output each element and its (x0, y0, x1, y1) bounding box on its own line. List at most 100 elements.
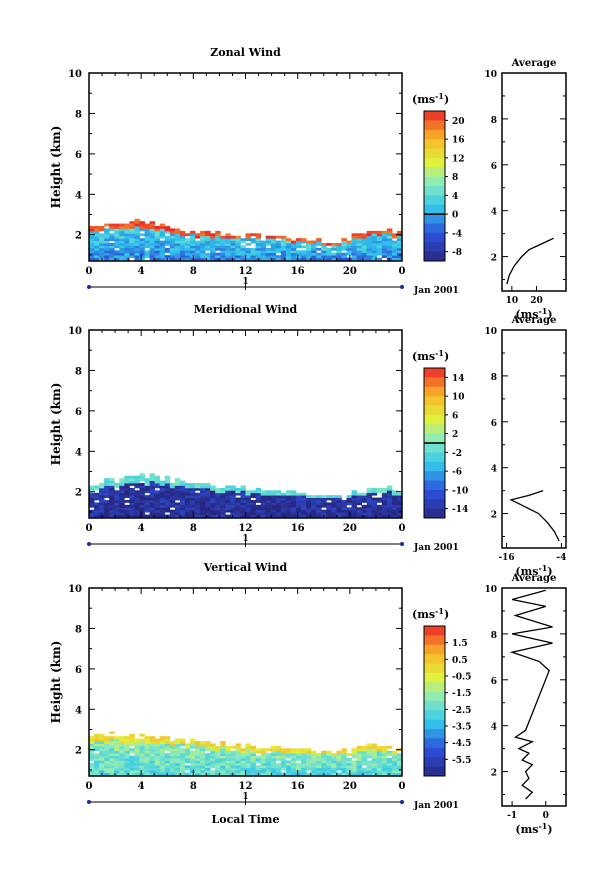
heatmap-cell (149, 475, 156, 479)
heatmap-cell (240, 490, 246, 494)
colorbar-band (424, 386, 445, 397)
heatmap-cell (235, 255, 241, 258)
heatmap-cell (386, 243, 393, 246)
heatmap-cell (351, 238, 357, 241)
heatmap-cell (99, 487, 105, 491)
heatmap-cell (109, 504, 115, 508)
heatmap-cell (174, 247, 181, 251)
heatmap-cell (129, 230, 135, 234)
heatmap-cell (215, 257, 221, 261)
heatmap-cell (94, 738, 100, 742)
heatmap-cell (306, 252, 312, 256)
heatmap-cell (260, 240, 267, 244)
heatmap-cell (295, 512, 302, 515)
heatmap-cell (174, 483, 181, 486)
heatmap-cell (114, 736, 120, 740)
heatmap-cell (184, 487, 191, 491)
heatmap-cell (200, 500, 206, 503)
heatmap-cell (371, 238, 378, 241)
x-tick-label: 0 (399, 781, 406, 792)
heatmap-cell (104, 487, 110, 491)
heatmap-cell (220, 497, 226, 501)
heatmap-cell (260, 750, 267, 754)
heatmap-cell (134, 753, 140, 756)
heatmap-cell (371, 512, 378, 515)
heatmap-cell (351, 750, 357, 754)
heatmap-cell (164, 753, 171, 756)
heatmap-cell (210, 743, 216, 747)
heatmap-cell (240, 500, 246, 503)
heatmap-cell (189, 760, 196, 764)
heatmap-cell (89, 252, 95, 256)
heatmap-cell (301, 257, 307, 261)
heatmap-cell (351, 753, 357, 756)
heatmap-cell (164, 762, 171, 766)
heatmap-cell (99, 760, 105, 764)
heatmap-cell (331, 772, 337, 776)
heatmap-cell (376, 252, 383, 256)
heatmap-cell (245, 233, 251, 237)
heatmap-cell (351, 240, 357, 244)
heatmap-cell (149, 743, 156, 747)
heatmap-cell (89, 245, 95, 249)
heatmap-cell (290, 492, 297, 496)
heatmap-cell (265, 755, 272, 759)
colorbar-tick-label: -10 (452, 486, 468, 496)
heatmap-cell (205, 509, 211, 513)
heatmap-cell (225, 765, 231, 769)
heatmap-cell (94, 755, 100, 759)
heatmap-cell (169, 748, 176, 752)
heatmap-cell (290, 247, 297, 251)
heatmap-cell (144, 509, 150, 513)
heatmap-cell (195, 487, 201, 491)
average-y-tick-label: 6 (491, 162, 497, 172)
heatmap-cell (270, 238, 277, 241)
heatmap-cell (215, 487, 221, 491)
heatmap-cell (139, 760, 145, 764)
heatmap-cell (331, 243, 337, 246)
heatmap-cell (129, 233, 135, 237)
heatmap-cell (119, 736, 125, 740)
heatmap-cell (265, 502, 272, 506)
heatmap-cell (331, 514, 337, 518)
heatmap-cell (119, 772, 125, 776)
heatmap-cell (255, 247, 262, 251)
heatmap-cell (366, 247, 373, 251)
heatmap-cell (210, 243, 216, 246)
heatmap-cell (245, 492, 251, 496)
heatmap-cell (159, 504, 166, 508)
heatmap-cell (200, 252, 206, 256)
heatmap-cell (119, 738, 125, 742)
heatmap-cell (326, 755, 332, 759)
heatmap-cell (134, 490, 140, 494)
heatmap-cell (174, 750, 181, 754)
heatmap-cell (119, 748, 125, 752)
heatmap-cell (341, 502, 347, 506)
heatmap-cell (351, 233, 357, 237)
heatmap-cell (371, 507, 378, 511)
heatmap-cell (200, 502, 206, 506)
heatmap-cell (285, 507, 292, 511)
heatmap-cell (149, 483, 156, 486)
heatmap-cell (260, 490, 267, 494)
heatmap-cell (124, 507, 130, 511)
heatmap-cell (210, 502, 216, 506)
heatmap-cell (174, 487, 181, 491)
heatmap-cell (346, 497, 352, 501)
heatmap-cell (285, 243, 292, 246)
heatmap-cell (189, 255, 196, 258)
heatmap-cell (205, 252, 211, 256)
average-y-tick-label: 8 (491, 373, 497, 383)
heatmap-cell (119, 495, 125, 498)
heatmap-cell (215, 252, 221, 256)
heatmap-cell (104, 502, 110, 506)
heatmap-cell (124, 750, 130, 754)
heatmap-cell (235, 758, 241, 761)
heatmap-cell (386, 512, 393, 515)
heatmap-cell (99, 233, 105, 237)
heatmap-cell (184, 238, 191, 241)
heatmap-cell (376, 487, 383, 491)
heatmap-cell (169, 235, 176, 239)
heatmap-cell (275, 243, 282, 246)
